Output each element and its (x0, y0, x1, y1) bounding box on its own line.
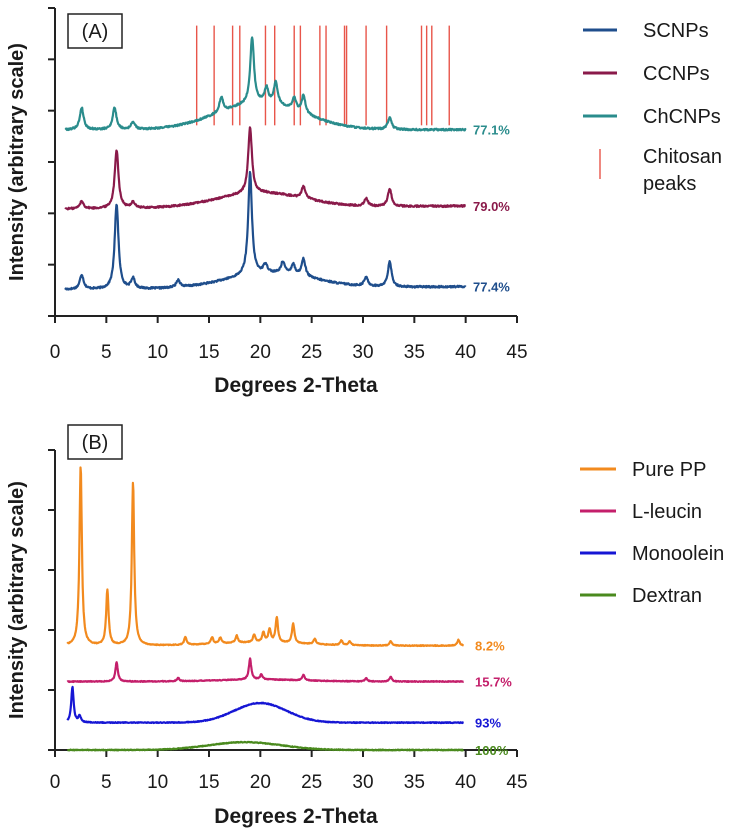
panel-label-box (67, 13, 123, 49)
x-tick-label: 35 (404, 772, 425, 793)
series-line-dextran (66, 740, 465, 752)
x-tick-label: 45 (506, 772, 527, 793)
x-tick-label: 25 (301, 342, 322, 363)
x-tick-label: 5 (101, 342, 112, 363)
series-line-pure-pp (66, 466, 465, 648)
series-line-ccnps (64, 126, 467, 211)
x-tick-label: 0 (50, 342, 61, 363)
legend-label: Chitosan (643, 146, 722, 168)
crystallinity-label: 77.4% (473, 280, 510, 295)
panel-b: 0 5 10 15 20 25 30 35 40 45 Degrees 2-Theta Intensi… (6, 424, 724, 828)
series-line-chcnps (64, 36, 467, 132)
x-tick-label: 40 (455, 772, 476, 793)
legend-label: SCNPs (643, 20, 709, 42)
crystallinity-label: 8.2% (475, 639, 505, 654)
x-tick-label: 15 (198, 772, 219, 793)
x-tick-label: 30 (352, 342, 373, 363)
panel-label: (B) (82, 432, 109, 454)
legend-label: Pure PP (632, 459, 706, 481)
panel-a: 0 5 10 15 20 25 30 35 40 45 Degrees 2-Theta Intensi… (6, 7, 722, 397)
y-axis-title: Intensity (arbitrary scale) (6, 43, 28, 281)
series-line-l-leucin (66, 657, 465, 683)
y-axis-title: Intensity (arbitrary scale) (6, 481, 28, 719)
crystallinity-label: 93% (475, 716, 501, 731)
x-tick-label: 35 (404, 342, 425, 363)
x-axis-title: Degrees 2-Theta (214, 374, 378, 397)
legend-label: Monoolein (632, 543, 724, 565)
x-tick-label: 15 (198, 342, 219, 363)
crystallinity-label: 77.1% (473, 123, 510, 138)
legend-label: Dextran (632, 585, 702, 607)
legend-label: CCNPs (643, 63, 710, 85)
x-tick-label: 5 (101, 772, 112, 793)
panel-label-box (67, 424, 123, 460)
panel-label: (A) (82, 21, 109, 43)
crystallinity-label: 15.7% (475, 675, 512, 690)
x-tick-label: 40 (455, 342, 476, 363)
crystallinity-label: 100% (475, 743, 509, 758)
legend-label: L-leucin (632, 501, 702, 523)
x-tick-label: 45 (506, 342, 527, 363)
x-tick-label: 10 (147, 342, 168, 363)
series-line-monoolein (66, 685, 465, 725)
legend-label: ChCNPs (643, 106, 721, 128)
x-axis-title: Degrees 2-Theta (214, 805, 378, 828)
series-line-scnps (64, 170, 467, 291)
crystallinity-label: 79.0% (473, 199, 510, 214)
x-tick-label: 25 (301, 772, 322, 793)
legend-label: peaks (643, 173, 696, 195)
x-tick-label: 20 (250, 772, 271, 793)
x-tick-label: 10 (147, 772, 168, 793)
x-tick-label: 30 (352, 772, 373, 793)
x-tick-label: 20 (250, 342, 271, 363)
x-tick-label: 0 (50, 772, 61, 793)
